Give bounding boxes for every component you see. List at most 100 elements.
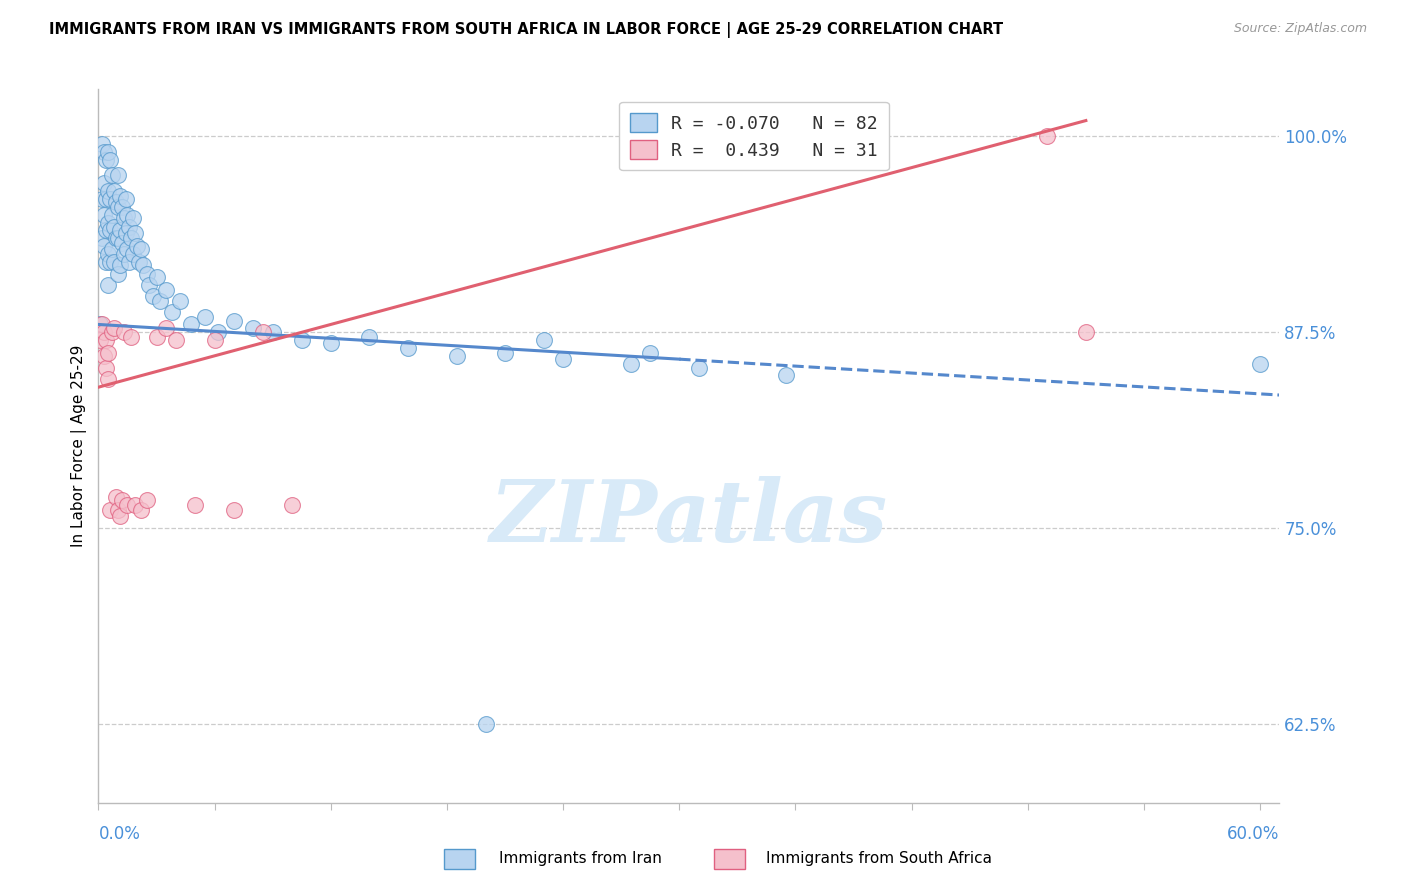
Point	[124, 227, 146, 241]
Point	[107, 200, 129, 214]
Point	[494, 345, 516, 359]
Point	[101, 326, 124, 340]
Point	[165, 333, 187, 347]
Point	[108, 223, 131, 237]
Point	[104, 195, 127, 210]
Point	[204, 333, 226, 347]
Point	[111, 493, 134, 508]
Point	[101, 208, 124, 222]
Point	[96, 223, 118, 237]
Point	[149, 293, 172, 308]
Point	[474, 717, 496, 731]
Point	[108, 508, 131, 523]
Point	[98, 254, 121, 268]
Point	[108, 189, 131, 203]
Point	[93, 349, 115, 363]
Point	[138, 278, 160, 293]
Point	[145, 330, 167, 344]
Point	[359, 330, 381, 344]
Text: ZIPatlas: ZIPatlas	[489, 475, 889, 559]
Point	[775, 368, 797, 382]
Point	[107, 231, 129, 245]
Point	[129, 242, 152, 256]
Point	[98, 502, 121, 516]
Point	[104, 490, 127, 504]
Point	[97, 247, 120, 261]
Point	[135, 493, 157, 508]
Text: Immigrants from South Africa: Immigrants from South Africa	[766, 851, 993, 865]
Point	[207, 326, 229, 340]
Point	[281, 498, 304, 512]
Point	[96, 361, 118, 376]
Point	[160, 305, 183, 319]
Point	[101, 242, 124, 256]
Point	[180, 318, 202, 332]
Point	[98, 153, 121, 167]
Point	[89, 333, 111, 347]
Point	[93, 208, 115, 222]
Point	[396, 341, 419, 355]
Point	[91, 137, 114, 152]
Point	[145, 270, 167, 285]
Point	[155, 320, 177, 334]
Point	[101, 169, 124, 183]
Point	[155, 283, 177, 297]
Point	[93, 239, 115, 253]
Point	[93, 145, 115, 159]
Point	[620, 357, 643, 371]
Point	[194, 310, 217, 324]
Point	[291, 333, 314, 347]
Point	[97, 345, 120, 359]
Point	[127, 239, 149, 253]
Point	[117, 498, 139, 512]
Point	[242, 320, 264, 334]
Point	[108, 258, 131, 272]
Y-axis label: In Labor Force | Age 25-29: In Labor Force | Age 25-29	[72, 345, 87, 547]
Point	[97, 215, 120, 229]
Point	[114, 192, 136, 206]
Point	[103, 254, 125, 268]
Point	[128, 254, 150, 268]
Legend: R = -0.070   N = 82, R =  0.439   N = 31: R = -0.070 N = 82, R = 0.439 N = 31	[619, 102, 889, 170]
Point	[96, 254, 118, 268]
Point	[98, 223, 121, 237]
Point	[114, 227, 136, 241]
Point	[97, 278, 120, 293]
Point	[97, 372, 120, 386]
Point	[135, 267, 157, 281]
Text: Immigrants from Iran: Immigrants from Iran	[499, 851, 662, 865]
Point	[107, 169, 129, 183]
Point	[107, 267, 129, 281]
Point	[107, 502, 129, 516]
Point	[122, 211, 145, 225]
Point	[98, 192, 121, 206]
Point	[252, 326, 274, 340]
Point	[533, 333, 555, 347]
Text: 60.0%: 60.0%	[1227, 825, 1279, 843]
Text: 0.0%: 0.0%	[98, 825, 141, 843]
Point	[551, 351, 574, 366]
Point	[91, 231, 114, 245]
Point	[184, 498, 207, 512]
Point	[103, 320, 125, 334]
Point	[118, 254, 141, 268]
Point	[97, 145, 120, 159]
Point	[129, 502, 152, 516]
Point	[1249, 357, 1271, 371]
Point	[124, 498, 146, 512]
Point	[103, 184, 125, 198]
Point	[97, 184, 120, 198]
Point	[120, 231, 142, 245]
Point	[89, 318, 111, 332]
Point	[117, 242, 139, 256]
Point	[122, 247, 145, 261]
Point	[142, 289, 165, 303]
Point	[112, 211, 135, 225]
Point	[104, 231, 127, 245]
Point	[91, 318, 114, 332]
Point	[319, 336, 342, 351]
Point	[112, 326, 135, 340]
Point	[96, 333, 118, 347]
Point	[222, 502, 245, 516]
Point	[93, 176, 115, 190]
